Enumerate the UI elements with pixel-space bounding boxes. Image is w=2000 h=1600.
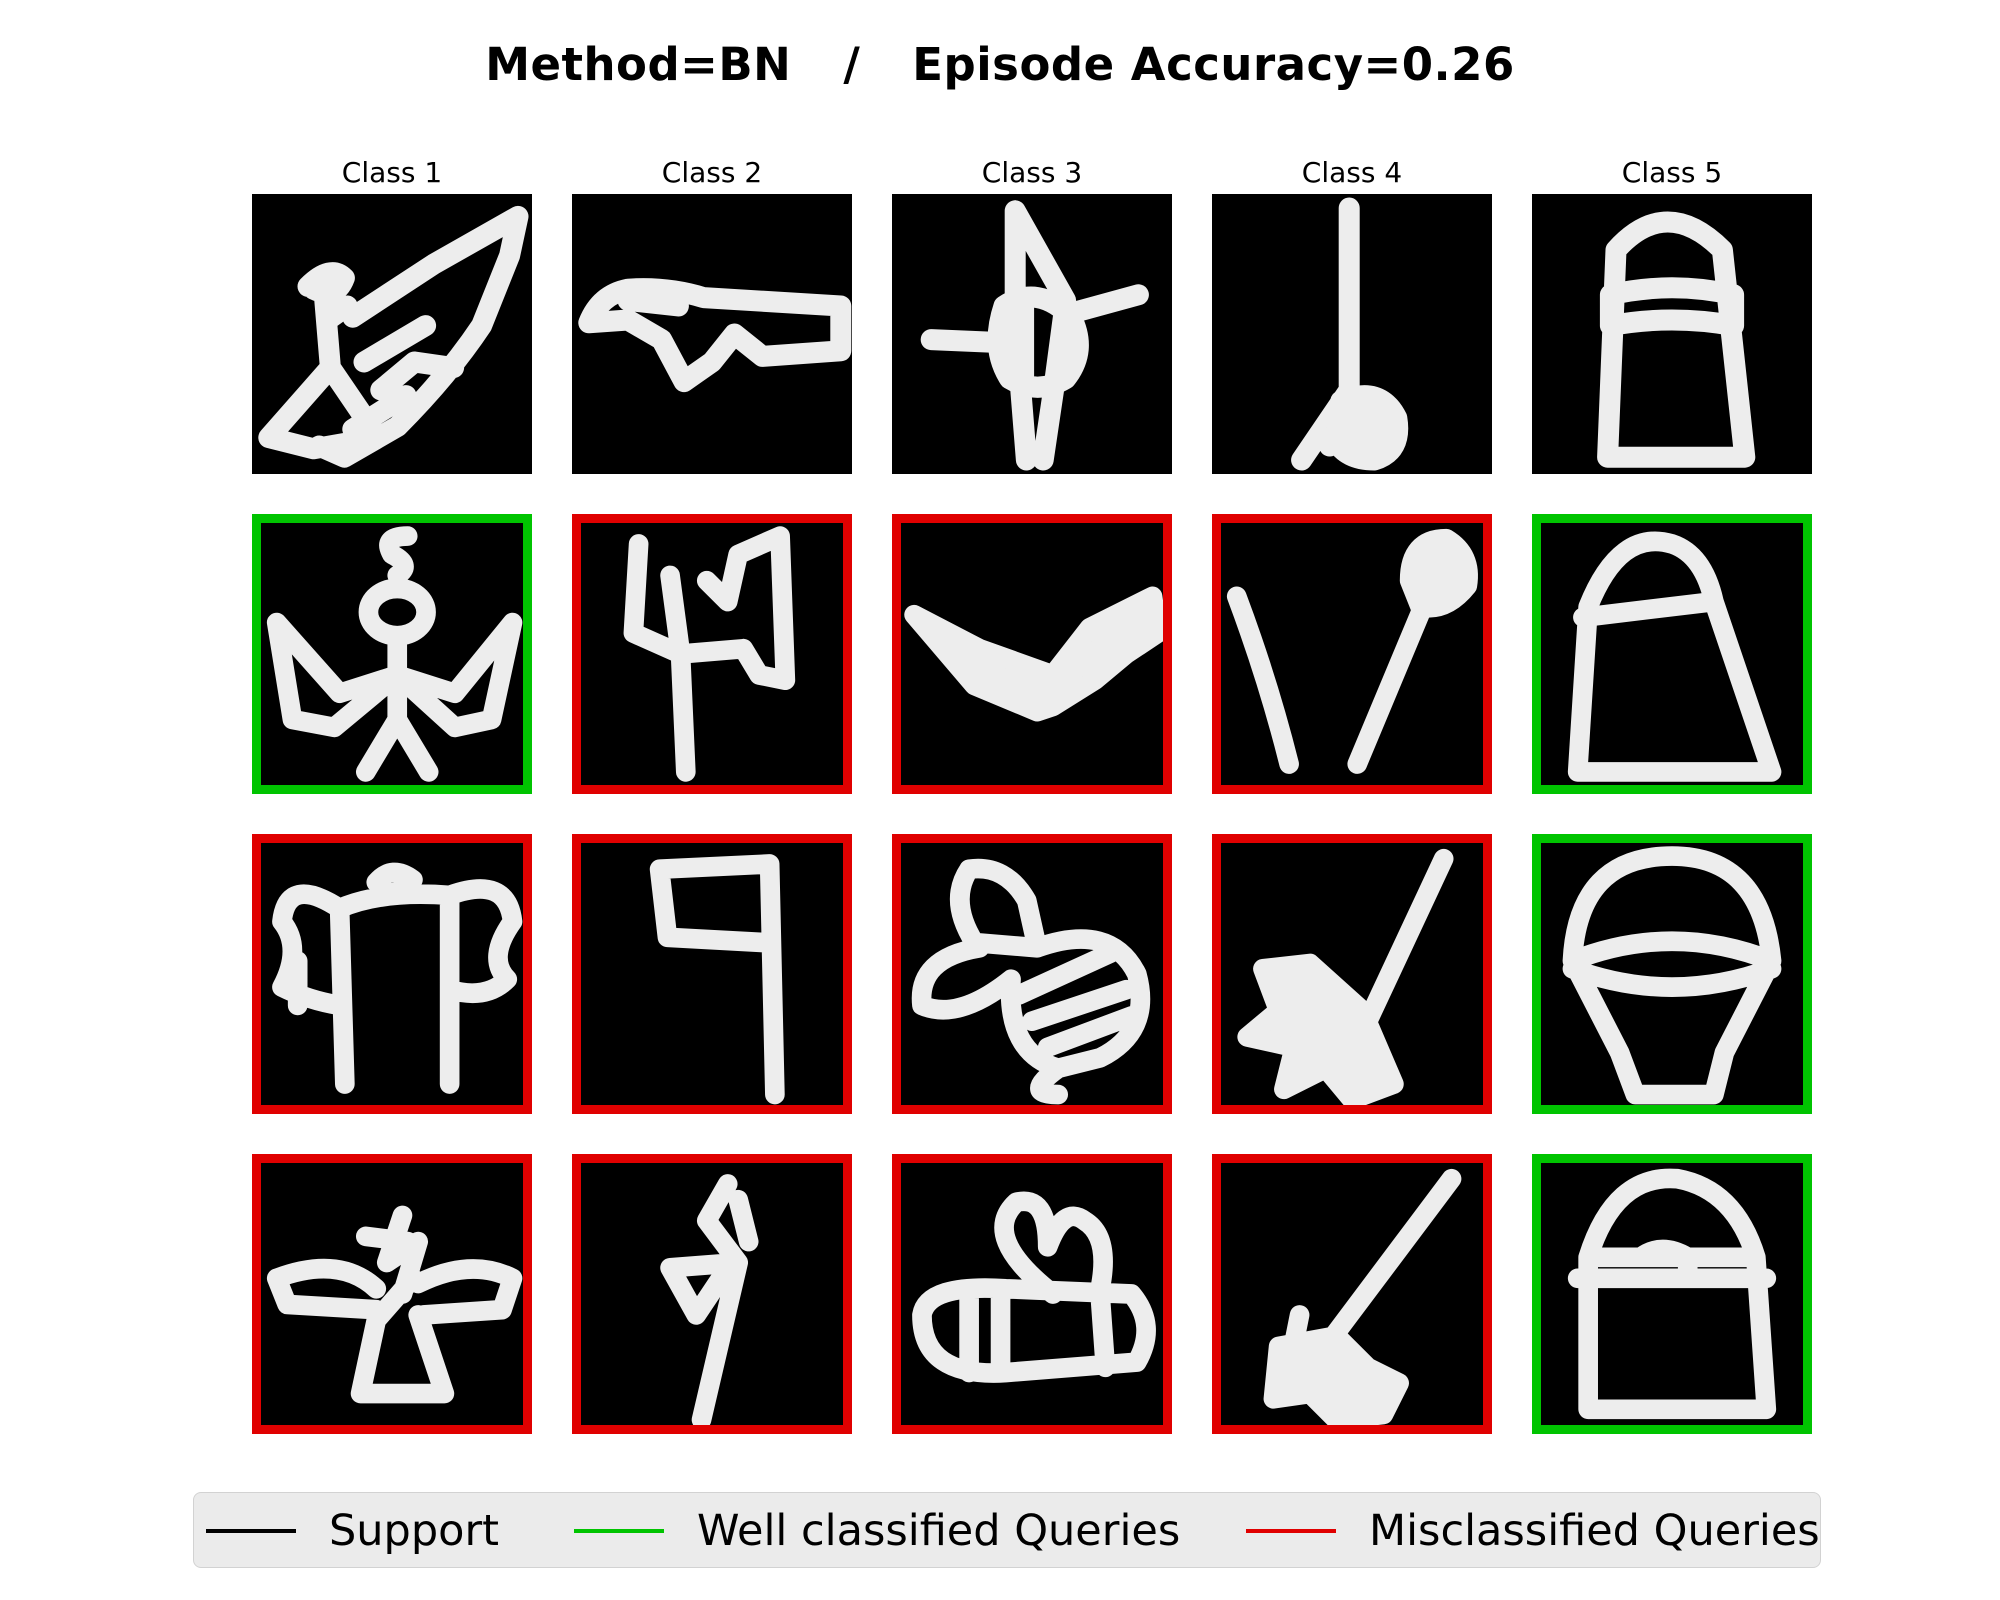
glyph-broom-icon <box>1237 848 1454 1105</box>
legend-label-support: Support <box>329 1506 499 1556</box>
glyph-stick-and-brush-icon <box>1226 528 1478 774</box>
query-image-r3-c4 <box>1212 834 1492 1114</box>
legend-entry-support: Support <box>206 1493 499 1569</box>
support-image-class-4 <box>1212 194 1492 474</box>
support-image-class-5 <box>1532 194 1812 474</box>
support-image-class-2 <box>572 194 852 474</box>
query-image-r4-c1 <box>252 1154 532 1434</box>
glyph-bucket-icon <box>1567 1168 1777 1420</box>
glyph-axe-icon <box>623 526 796 782</box>
class-label-1: Class 1 <box>341 156 443 189</box>
glyph-bucket-icon <box>1562 846 1782 1105</box>
legend-line-correct <box>574 1529 664 1533</box>
query-image-r2-c5 <box>1532 514 1812 794</box>
glyph-hook-icon <box>649 854 785 1105</box>
glyph-figure-with-wing-icon <box>258 205 529 468</box>
glyph-double-pillar-icon <box>272 862 523 1094</box>
legend-line-support <box>206 1529 296 1533</box>
support-image-class-3 <box>892 194 1172 474</box>
query-image-r3-c1 <box>252 834 532 1114</box>
glyph-angel-figure-icon <box>266 526 523 782</box>
glyph-bucket-icon <box>1597 211 1756 468</box>
query-image-r2-c1 <box>252 514 532 794</box>
legend-label-wrong: Misclassified Queries <box>1369 1506 1820 1556</box>
class-label-3: Class 3 <box>981 156 1083 189</box>
legend-line-wrong <box>1246 1529 1336 1533</box>
legend-label-correct: Well classified Queries <box>697 1506 1181 1556</box>
query-image-r2-c2 <box>572 514 852 794</box>
class-label-2: Class 2 <box>661 156 763 189</box>
glyph-wing-stroke-icon <box>904 586 1163 722</box>
query-image-r4-c4 <box>1212 1154 1492 1434</box>
glyph-flag-shape-icon <box>578 278 852 393</box>
glyph-bee-icon <box>911 858 1151 1105</box>
title-method: Method=BN <box>485 38 792 91</box>
query-image-r3-c5 <box>1532 834 1812 1114</box>
glyph-broom-icon <box>1263 1168 1462 1425</box>
title-separator: / <box>843 38 861 91</box>
legend: Support Well classified Queries Misclass… <box>193 1492 1821 1568</box>
page-title: Method=BN / Episode Accuracy=0.26 <box>0 38 2000 91</box>
class-label-4: Class 4 <box>1301 156 1403 189</box>
query-image-r2-c3 <box>892 514 1172 794</box>
query-image-r2-c4 <box>1212 514 1492 794</box>
query-image-r4-c3 <box>892 1154 1172 1434</box>
query-image-r4-c5 <box>1532 1154 1812 1434</box>
legend-entry-wrong: Misclassified Queries <box>1246 1493 1820 1569</box>
query-image-r4-c2 <box>572 1154 852 1434</box>
glyph-bucket-icon <box>1567 531 1782 782</box>
title-accuracy: Episode Accuracy=0.26 <box>912 38 1515 91</box>
glyph-axe-icon <box>660 1174 759 1425</box>
legend-entry-correct: Well classified Queries <box>574 1493 1180 1569</box>
glyph-winged-figure-icon <box>266 1205 523 1404</box>
query-image-r3-c3 <box>892 834 1172 1114</box>
glyph-bee-icon <box>912 1191 1156 1383</box>
query-image-r3-c2 <box>572 834 852 1114</box>
class-label-5: Class 5 <box>1621 156 1723 189</box>
glyph-broom-icon <box>1291 197 1409 471</box>
glyph-cross-with-circle-icon <box>920 200 1149 471</box>
support-image-class-1 <box>252 194 532 474</box>
